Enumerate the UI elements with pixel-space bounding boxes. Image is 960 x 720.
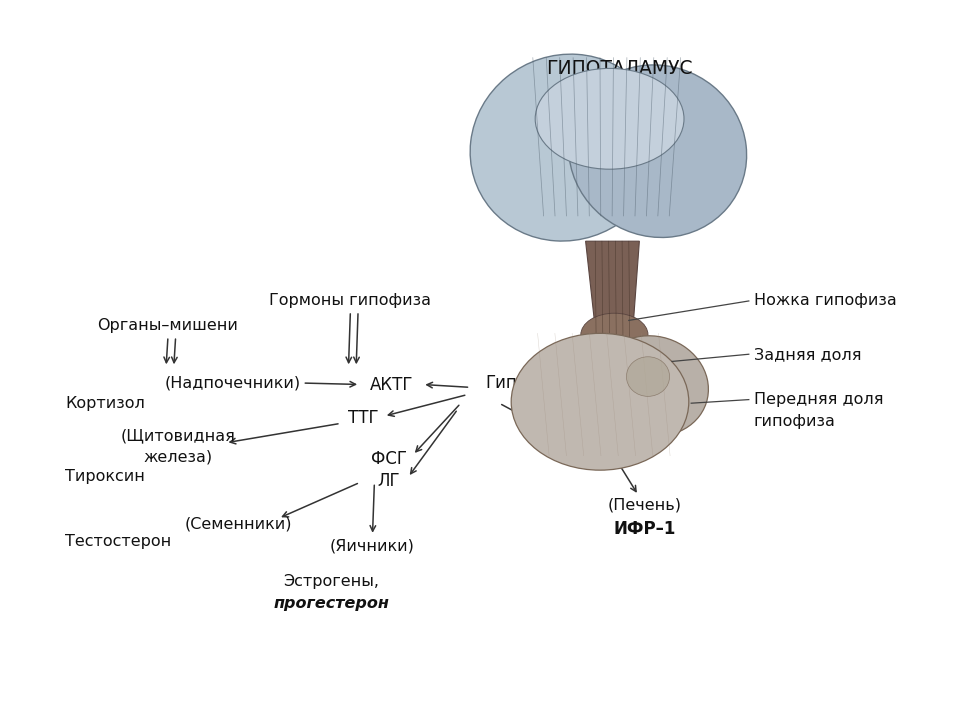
Text: (Семенники): (Семенники) xyxy=(184,517,292,531)
Text: СТГ: СТГ xyxy=(593,446,626,464)
Text: (Печень): (Печень) xyxy=(608,498,683,513)
Text: ИФР–1: ИФР–1 xyxy=(614,520,676,539)
Polygon shape xyxy=(586,241,639,346)
Text: Эстрогены,: Эстрогены, xyxy=(283,575,379,589)
Text: железа): железа) xyxy=(143,450,212,464)
Text: ТТГ: ТТГ xyxy=(348,409,378,426)
Text: Тестостерон: Тестостерон xyxy=(65,534,172,549)
Text: Ножка гипофиза: Ножка гипофиза xyxy=(754,294,897,308)
Ellipse shape xyxy=(470,54,662,241)
Text: (Щитовидная: (Щитовидная xyxy=(120,428,235,443)
Ellipse shape xyxy=(536,68,684,169)
Text: ФСГ: ФСГ xyxy=(371,449,407,468)
Ellipse shape xyxy=(597,336,708,436)
Ellipse shape xyxy=(568,65,747,238)
Text: ЛГ: ЛГ xyxy=(377,472,400,490)
Text: Гормоны гипофиза: Гормоны гипофиза xyxy=(270,294,431,308)
Ellipse shape xyxy=(581,313,648,356)
Text: ГИПОТАЛАМУС: ГИПОТАЛАМУС xyxy=(546,59,692,78)
Text: (Надпочечники): (Надпочечники) xyxy=(164,376,300,390)
Ellipse shape xyxy=(626,356,670,396)
Text: гипофиза: гипофиза xyxy=(754,414,835,428)
Ellipse shape xyxy=(511,333,689,470)
Text: (Яичники): (Яичники) xyxy=(330,539,415,553)
Text: Передняя доля: Передняя доля xyxy=(754,392,883,407)
Text: Органы–мишени: Органы–мишени xyxy=(98,318,238,333)
Text: Задняя доля: Задняя доля xyxy=(754,347,861,361)
Text: Гипофиз: Гипофиз xyxy=(486,374,561,392)
Text: АКТГ: АКТГ xyxy=(370,376,414,395)
Text: Тироксин: Тироксин xyxy=(65,469,145,484)
Text: Кортизол: Кортизол xyxy=(65,396,145,410)
Text: прогестерон: прогестерон xyxy=(274,596,389,611)
